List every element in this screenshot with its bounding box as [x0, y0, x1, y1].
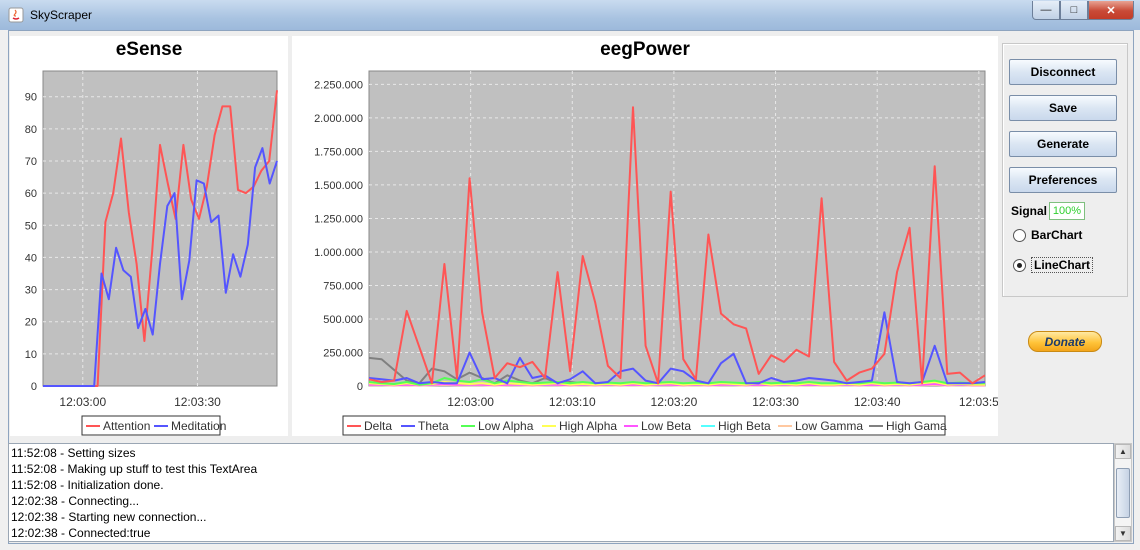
- signal-value: 100%: [1049, 202, 1085, 220]
- esense-y-tick-label: 30: [25, 285, 37, 297]
- eeg-legend-label: High Beta: [718, 419, 771, 433]
- eeg-y-tick-label: 1.750.000: [314, 146, 363, 158]
- window-controls: — □ ✕: [1032, 1, 1134, 20]
- eeg-y-tick-label: 2.000.000: [314, 113, 363, 125]
- esense-y-tick-label: 60: [25, 188, 37, 200]
- eegpower-chart-title: eegPower: [600, 39, 690, 60]
- generate-button[interactable]: Generate: [1009, 131, 1117, 157]
- eeg-series-line-theta: [368, 311, 986, 385]
- barchart-radio-label: BarChart: [1031, 228, 1083, 242]
- eeg-legend: [342, 415, 946, 436]
- eeg-legend-label: High Gama: [886, 419, 947, 433]
- esense-series-line-meditation: [43, 147, 278, 387]
- esense-x-tick-label: 12:03:00: [59, 395, 106, 409]
- eeg-x-tick-label: 12:03:10: [549, 395, 596, 409]
- minimize-button[interactable]: —: [1032, 1, 1060, 20]
- log-line: 12:02:38 - Connecting...: [11, 494, 140, 508]
- maximize-icon: □: [1070, 4, 1078, 16]
- eeg-y-tick-label: 750.000: [323, 280, 363, 292]
- window-title: SkyScraper: [30, 8, 93, 22]
- esense-y-tick-label: 90: [25, 92, 37, 104]
- esense-y-tick-label: 80: [25, 124, 37, 136]
- linechart-radio-label: LineChart: [1031, 257, 1094, 273]
- esense-chart-title: eSense: [115, 39, 183, 60]
- eeg-x-tick-label: 12:03:20: [651, 395, 698, 409]
- eegpower-chart: 0 250.000 500.000 750.000 1.000.000 1.250.000…: [314, 70, 998, 436]
- linechart-radio[interactable]: LineChart: [1013, 257, 1094, 273]
- esense-y-tick-label: 0: [31, 381, 37, 393]
- scroll-up-arrow-icon[interactable]: ▲: [1115, 444, 1131, 459]
- esense-chart: 0 10 20 30 40 50 60 70 80 90 12:03:00 12:03:30 Atten…: [25, 70, 278, 436]
- eeg-legend-label: Low Gamma: [795, 419, 863, 433]
- esense-y-tick-label: 70: [25, 156, 37, 168]
- eeg-series-line-high-alpha: [368, 381, 985, 386]
- close-button[interactable]: ✕: [1088, 1, 1134, 20]
- log-line: 12:02:38 - Connected:true: [11, 526, 151, 540]
- eeg-legend-label: Low Beta: [641, 419, 691, 433]
- minimize-icon: —: [1040, 4, 1052, 16]
- close-icon: ✕: [1106, 4, 1116, 17]
- eeg-plot-area: [368, 70, 986, 387]
- eeg-y-tick-label: 500.000: [323, 314, 363, 326]
- save-button[interactable]: Save: [1009, 95, 1117, 121]
- eeg-x-tick-label: 12:03:00: [447, 395, 494, 409]
- maximize-button[interactable]: □: [1060, 1, 1088, 20]
- radio-on-icon: [1013, 258, 1026, 272]
- log-scrollbar[interactable]: ▲ ▼: [1114, 443, 1132, 542]
- eeg-legend-label: Low Alpha: [478, 419, 534, 433]
- eeg-legend-label: High Alpha: [559, 419, 617, 433]
- esense-y-tick-label: 40: [25, 252, 37, 264]
- eegpower-chart-panel: eegPower 0 250.000 500.000 750.000 1.000.000…: [292, 36, 998, 436]
- disconnect-button[interactable]: Disconnect: [1009, 59, 1117, 85]
- signal-label: Signal: [1011, 204, 1048, 218]
- eeg-y-tick-label: 0: [357, 381, 363, 393]
- scroll-thumb[interactable]: [1116, 468, 1130, 518]
- eeg-x-tick-label: 12:03:40: [854, 395, 901, 409]
- java-app-icon: [8, 7, 24, 23]
- scroll-down-arrow-icon[interactable]: ▼: [1115, 526, 1131, 541]
- eeg-x-tick-label: 12:03:30: [752, 395, 799, 409]
- log-textarea[interactable]: 11:52:08 - Setting sizes 11:52:08 - Maki…: [8, 443, 1114, 542]
- eeg-y-tick-label: 1.500.000: [314, 180, 363, 192]
- log-line: 11:52:08 - Making up stuff to test this …: [11, 462, 258, 476]
- esense-y-tick-label: 20: [25, 317, 37, 329]
- esense-y-tick-label: 50: [25, 220, 37, 232]
- log-line: 12:02:38 - Starting new connection...: [11, 510, 207, 524]
- esense-legend-label: Attention: [103, 419, 150, 433]
- eeg-y-tick-label: 2.250.000: [314, 79, 363, 91]
- eeg-y-tick-label: 1.250.000: [314, 213, 363, 225]
- eeg-legend-label: Theta: [418, 419, 449, 433]
- log-line: 11:52:08 - Initialization done.: [11, 478, 164, 492]
- eeg-series-line-delta: [368, 106, 986, 385]
- esense-plot-area: [42, 70, 278, 387]
- eeg-x-tick-label: 12:03:5: [959, 395, 998, 409]
- preferences-button[interactable]: Preferences: [1009, 167, 1117, 193]
- barchart-radio[interactable]: BarChart: [1013, 228, 1082, 242]
- donate-button[interactable]: Donate: [1028, 331, 1102, 352]
- eeg-y-tick-label: 1.000.000: [314, 247, 363, 259]
- eeg-y-tick-label: 250.000: [323, 347, 363, 359]
- esense-chart-panel: eSense 0 10 20 30 40 50 60 70 80 90 12:03:00 12:03:…: [10, 36, 288, 436]
- title-bar[interactable]: SkyScraper — □ ✕: [0, 0, 1140, 30]
- eeg-legend-label: Delta: [364, 419, 392, 433]
- esense-y-tick-label: 10: [25, 349, 37, 361]
- esense-legend: [81, 415, 221, 436]
- esense-legend-label: Meditation: [171, 419, 226, 433]
- control-panel: Disconnect Save Generate Preferences Sig…: [1002, 43, 1128, 297]
- radio-off-icon: [1013, 228, 1026, 242]
- esense-x-tick-label: 12:03:30: [174, 395, 221, 409]
- eeg-series-line-low-alpha: [368, 377, 985, 386]
- log-line: 11:52:08 - Setting sizes: [11, 446, 136, 460]
